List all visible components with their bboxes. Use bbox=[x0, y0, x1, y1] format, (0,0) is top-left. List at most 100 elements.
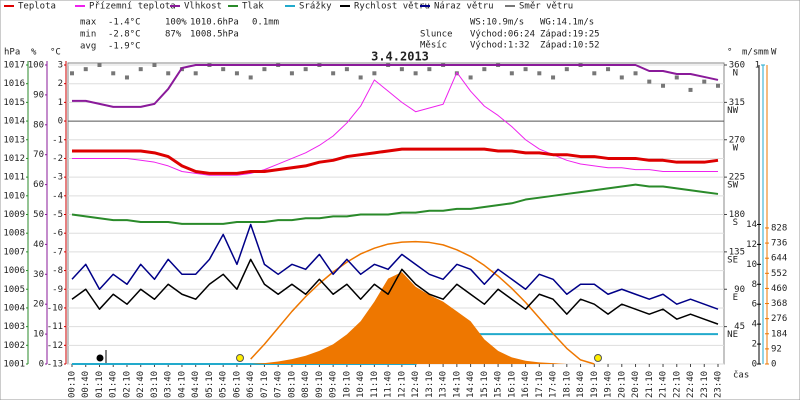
direction-point bbox=[661, 83, 666, 88]
x-tick-label: 19:40 bbox=[604, 371, 614, 398]
y-tick-label: -3 bbox=[52, 173, 63, 183]
direction-point bbox=[111, 71, 116, 76]
y-tick-label: 1 bbox=[58, 98, 63, 108]
direction-point bbox=[509, 71, 514, 76]
series-line bbox=[250, 240, 595, 365]
x-tick-label: 11:10 bbox=[370, 371, 380, 398]
x-tick-label: 00:40 bbox=[81, 371, 91, 398]
x-tick-label: 01:10 bbox=[95, 371, 105, 398]
x-tick-label: 20:40 bbox=[631, 371, 641, 398]
y-tick-label: 20 bbox=[33, 300, 44, 310]
y-tick-label: 1010 bbox=[3, 191, 25, 201]
direction-point bbox=[702, 79, 707, 84]
direction-point bbox=[124, 75, 129, 80]
series-line bbox=[71, 258, 719, 325]
y-tick-label: -7 bbox=[52, 247, 63, 257]
compass-label: SE bbox=[727, 255, 738, 265]
direction-point bbox=[166, 71, 171, 76]
sunset-icon bbox=[594, 354, 602, 362]
stats: max -1.4°C 100% 1010.6hPa 0.1mm min -2.8°C 87% 1… bbox=[80, 18, 600, 52]
direction-point bbox=[564, 67, 569, 72]
axis-unit: ° bbox=[727, 48, 732, 58]
y-tick-label: 1002 bbox=[3, 341, 25, 351]
x-tick-label: 18:10 bbox=[562, 371, 572, 398]
y-tick-label: 1011 bbox=[3, 173, 25, 183]
sun-stat: Slunce bbox=[420, 30, 453, 40]
x-tick-label: 10:10 bbox=[342, 371, 352, 398]
series-line bbox=[72, 71, 718, 176]
y2-tick-label: 552 bbox=[771, 269, 787, 279]
direction-point bbox=[344, 67, 349, 72]
x-tick-label: 14:10 bbox=[452, 371, 462, 398]
y2-tick-label: 135 bbox=[729, 247, 745, 257]
x-tick-label: 21:40 bbox=[659, 371, 669, 398]
x-tick-label: 10:40 bbox=[356, 371, 366, 398]
y2-tick-label: 0 bbox=[752, 360, 757, 370]
x-tick-label: 23:40 bbox=[714, 371, 724, 398]
y2-tick-label: 315 bbox=[729, 98, 745, 108]
sun-stat: Západ:19:25 bbox=[540, 30, 600, 40]
series-line bbox=[71, 183, 719, 225]
x-tick-label: 06:40 bbox=[246, 371, 256, 398]
wind-stat: WS:10.9m/s bbox=[470, 18, 524, 28]
legend-label: Teplota bbox=[18, 2, 56, 12]
legend-label: Tlak bbox=[242, 2, 264, 12]
y-tick-label: 90 bbox=[33, 90, 44, 100]
stat-value: 1010.6hPa bbox=[190, 18, 239, 28]
wind-stat: WG:14.1m/s bbox=[540, 18, 594, 28]
direction-point bbox=[523, 67, 528, 72]
legend: Teplota Přízemní teplota Vlhkost Tlak Srážky… bbox=[4, 2, 573, 12]
direction-point bbox=[537, 71, 542, 76]
compass-label: N bbox=[733, 69, 738, 79]
y2-tick-label: 270 bbox=[729, 135, 745, 145]
direction-point bbox=[83, 67, 88, 72]
y2-tick-label: 2 bbox=[752, 340, 757, 350]
legend-label: Přízemní teplota bbox=[89, 2, 176, 12]
compass-label: SW bbox=[727, 181, 738, 191]
y-tick-label: 2 bbox=[58, 79, 63, 89]
legend-label: Náraz větru bbox=[434, 2, 494, 12]
stat-label: avg bbox=[80, 42, 96, 52]
direction-point bbox=[331, 71, 336, 76]
x-tick-label: 11:40 bbox=[384, 371, 394, 398]
x-tick-label: 07:40 bbox=[274, 371, 284, 398]
axis-unit: hPa bbox=[4, 48, 20, 58]
y2-tick-label: 6 bbox=[752, 300, 757, 310]
x-tick-label: 02:10 bbox=[122, 371, 132, 398]
series-line bbox=[72, 64, 719, 108]
x-tick-label: 09:10 bbox=[315, 371, 325, 398]
y-tick-label: 1013 bbox=[3, 135, 25, 145]
direction-point bbox=[619, 75, 624, 80]
direction-point bbox=[303, 67, 308, 72]
y-tick-label: 1014 bbox=[3, 117, 25, 127]
y-tick-label: 80 bbox=[33, 120, 44, 130]
legend-label: Srážky bbox=[299, 2, 332, 12]
axis-unit: % bbox=[31, 48, 37, 58]
y-tick-label: -5 bbox=[52, 210, 63, 220]
direction-point bbox=[647, 79, 652, 84]
y-tick-label: 1006 bbox=[3, 266, 25, 276]
compass-label: W bbox=[733, 143, 739, 153]
y-tick-label: 10 bbox=[33, 330, 44, 340]
x-tick-label: 15:40 bbox=[494, 371, 504, 398]
y-tick-label: 1012 bbox=[3, 154, 25, 164]
x-tick-label: 01:40 bbox=[109, 371, 119, 398]
moon-stat: Západ:10:52 bbox=[540, 41, 600, 51]
x-tick-label: 21:10 bbox=[645, 371, 655, 398]
y2-tick-label: 360 bbox=[729, 61, 745, 71]
direction-point bbox=[482, 67, 487, 72]
y2-tick-label: 8 bbox=[752, 280, 757, 290]
x-tick-label: 13:10 bbox=[425, 371, 435, 398]
x-tick-label: 05:40 bbox=[219, 371, 229, 398]
direction-point bbox=[633, 71, 638, 76]
direction-point bbox=[606, 67, 611, 72]
y2-tick-label: 736 bbox=[771, 239, 787, 249]
y-tick-label: 1004 bbox=[3, 303, 25, 313]
direction-point bbox=[427, 67, 432, 72]
stat-value: 1008.5hPa bbox=[190, 30, 239, 40]
direction-point bbox=[358, 75, 363, 80]
x-tick-label: 02:40 bbox=[136, 371, 146, 398]
x-axis-label: čas bbox=[733, 370, 749, 381]
moon-stat: Měsíc bbox=[420, 41, 447, 51]
